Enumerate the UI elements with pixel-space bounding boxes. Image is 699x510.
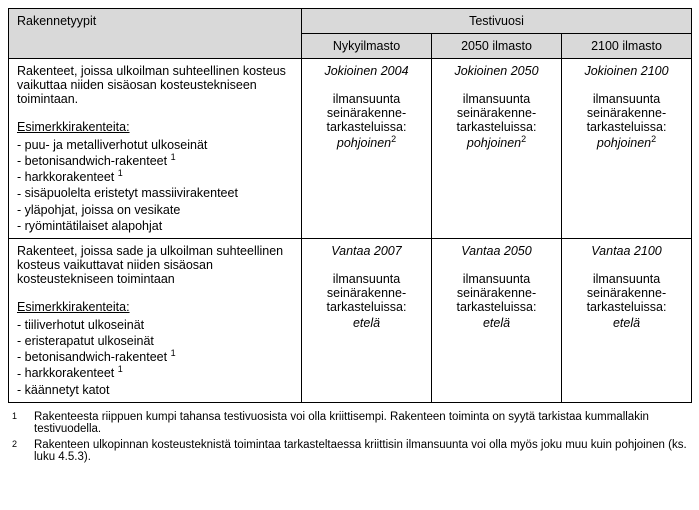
header-test-year: Testivuosi	[302, 9, 692, 34]
description-intro: Rakenteet, joissa sade ja ulkoilman suht…	[17, 244, 293, 286]
direction-label: ilmansuunta	[310, 92, 423, 106]
footnote-text: Rakenteen ulkopinnan kosteusteknistä toi…	[30, 437, 691, 465]
direction-label: ilmansuunta	[440, 92, 553, 106]
direction-value: pohjoinen2	[570, 134, 683, 150]
footnotes: 1 Rakenteesta riippuen kumpi tahansa tes…	[8, 409, 691, 465]
test-year-cell: Jokioinen 2050 ilmansuunta seinärakenne-…	[432, 59, 562, 239]
list-item: sisäpuolelta eristetyt massiivirakenteet	[17, 184, 293, 200]
direction-label: tarkasteluissa:	[310, 300, 423, 314]
list-item: yläpohjat, joissa on vesikate	[17, 201, 293, 217]
test-year-title: Vantaa 2007	[310, 244, 423, 258]
direction-label: ilmansuunta	[570, 92, 683, 106]
footnote-number: 1	[8, 409, 30, 437]
list-item: betonisandwich-rakenteet 1	[17, 348, 293, 364]
direction-label: ilmansuunta	[570, 272, 683, 286]
structure-types-table: Rakennetyypit Testivuosi Nykyilmasto 205…	[8, 8, 692, 403]
direction-value: etelä	[310, 314, 423, 330]
direction-label: tarkasteluissa:	[570, 300, 683, 314]
footnote-number: 2	[8, 437, 30, 465]
test-year-title: Jokioinen 2004	[310, 64, 423, 78]
header-2050-climate: 2050 ilmasto	[432, 34, 562, 59]
test-year-cell: Vantaa 2050 ilmansuunta seinärakenne- ta…	[432, 238, 562, 402]
direction-value: pohjoinen2	[440, 134, 553, 150]
examples-heading: Esimerkkirakenteita:	[17, 300, 293, 314]
test-year-cell: Jokioinen 2004 ilmansuunta seinärakenne-…	[302, 59, 432, 239]
direction-value: etelä	[570, 314, 683, 330]
list-item: ryömintätilaiset alapohjat	[17, 217, 293, 233]
test-year-cell: Jokioinen 2100 ilmansuunta seinärakenne-…	[562, 59, 692, 239]
table-header-row-1: Rakennetyypit Testivuosi	[9, 9, 692, 34]
direction-label: tarkasteluissa:	[440, 120, 553, 134]
structure-description-cell: Rakenteet, joissa ulkoilman suhteellinen…	[9, 59, 302, 239]
header-current-climate: Nykyilmasto	[302, 34, 432, 59]
direction-value: pohjoinen2	[310, 134, 423, 150]
test-year-cell: Vantaa 2100 ilmansuunta seinärakenne- ta…	[562, 238, 692, 402]
test-year-title: Vantaa 2100	[570, 244, 683, 258]
header-2100-climate: 2100 ilmasto	[562, 34, 692, 59]
direction-label: seinärakenne-	[310, 286, 423, 300]
description-intro: Rakenteet, joissa ulkoilman suhteellinen…	[17, 64, 293, 106]
direction-label: seinärakenne-	[440, 106, 553, 120]
list-item: käännetyt katot	[17, 381, 293, 397]
direction-label: ilmansuunta	[310, 272, 423, 286]
examples-heading: Esimerkkirakenteita:	[17, 120, 293, 134]
examples-list: tiiliverhotut ulkoseinät eristerapatut u…	[17, 316, 293, 397]
footnote: 1 Rakenteesta riippuen kumpi tahansa tes…	[8, 409, 691, 437]
examples-list: puu- ja metalliverhotut ulkoseinät beton…	[17, 136, 293, 233]
direction-label: tarkasteluissa:	[440, 300, 553, 314]
test-year-cell: Vantaa 2007 ilmansuunta seinärakenne- ta…	[302, 238, 432, 402]
list-item: harkkorakenteet 1	[17, 168, 293, 184]
test-year-title: Jokioinen 2050	[440, 64, 553, 78]
list-item: harkkorakenteet 1	[17, 364, 293, 380]
header-structure-types: Rakennetyypit	[9, 9, 302, 59]
test-year-title: Jokioinen 2100	[570, 64, 683, 78]
table-row: Rakenteet, joissa sade ja ulkoilman suht…	[9, 238, 692, 402]
list-item: puu- ja metalliverhotut ulkoseinät	[17, 136, 293, 152]
direction-label: seinärakenne-	[310, 106, 423, 120]
direction-label: ilmansuunta	[440, 272, 553, 286]
direction-label: tarkasteluissa:	[310, 120, 423, 134]
table-row: Rakenteet, joissa ulkoilman suhteellinen…	[9, 59, 692, 239]
direction-label: seinärakenne-	[440, 286, 553, 300]
list-item: eristerapatut ulkoseinät	[17, 332, 293, 348]
list-item: betonisandwich-rakenteet 1	[17, 152, 293, 168]
direction-label: seinärakenne-	[570, 106, 683, 120]
footnote-text: Rakenteesta riippuen kumpi tahansa testi…	[30, 409, 691, 437]
test-year-title: Vantaa 2050	[440, 244, 553, 258]
list-item: tiiliverhotut ulkoseinät	[17, 316, 293, 332]
direction-label: tarkasteluissa:	[570, 120, 683, 134]
footnote: 2 Rakenteen ulkopinnan kosteusteknistä t…	[8, 437, 691, 465]
direction-value: etelä	[440, 314, 553, 330]
direction-label: seinärakenne-	[570, 286, 683, 300]
structure-description-cell: Rakenteet, joissa sade ja ulkoilman suht…	[9, 238, 302, 402]
